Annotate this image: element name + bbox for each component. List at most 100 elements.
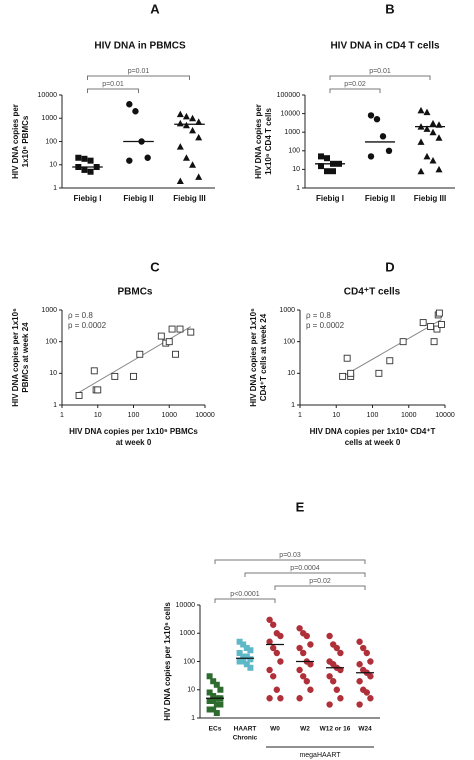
point [375, 369, 383, 377]
point [213, 701, 220, 708]
point [168, 325, 176, 333]
point [81, 155, 88, 162]
point [333, 644, 340, 652]
p-value: p=0.01 [102, 81, 124, 88]
x-tick-label: W24 [358, 726, 372, 733]
point [333, 686, 340, 693]
y-axis-label: HIV DNA copies per 1x10⁶ [249, 308, 258, 407]
point [75, 392, 83, 399]
point [339, 372, 347, 380]
point [187, 328, 195, 336]
x-tick-label: Fiebig I [74, 194, 102, 203]
point [270, 644, 277, 652]
point [87, 168, 94, 175]
y-tick-label: 10000 [281, 110, 301, 117]
point [236, 649, 243, 656]
panel-label: A [150, 1, 160, 16]
point [324, 168, 330, 175]
y-tick-label: 10 [49, 162, 57, 169]
x-tick-label: Fiebig III [414, 194, 446, 203]
annotation: p = 0.0002 [306, 321, 345, 330]
point [419, 319, 427, 327]
point [144, 154, 151, 161]
y-axis-label: HIV DNA copies per 1x10⁶ cells [163, 602, 172, 721]
point [429, 128, 437, 136]
y-tick-label: 100 [283, 339, 295, 346]
point [363, 689, 370, 696]
y-tick-label: 100 [45, 138, 57, 145]
point [367, 153, 375, 160]
point [243, 645, 250, 652]
bracket [244, 572, 366, 577]
point [176, 177, 184, 185]
y-tick-label: 10 [292, 166, 300, 173]
point [206, 697, 213, 704]
y-tick-label: 10 [49, 370, 57, 377]
point [75, 154, 82, 161]
point [360, 644, 367, 652]
p-value: p=0.02 [309, 578, 331, 585]
y-axis-label: PBMCs at week 24 [21, 322, 30, 393]
point [429, 119, 437, 127]
x-axis-label: HIV DNA copies per 1x10⁶ PBMCs [69, 427, 198, 436]
point [417, 167, 425, 175]
point [296, 695, 303, 702]
point [126, 101, 133, 108]
fit-line [78, 326, 192, 393]
point [296, 644, 303, 652]
x-axis-label: cells at week 0 [345, 438, 401, 447]
point [136, 350, 144, 358]
annotation: p = 0.0002 [68, 321, 107, 330]
point [213, 681, 220, 688]
point [182, 112, 190, 120]
point [236, 638, 243, 645]
point [240, 658, 247, 665]
point [379, 133, 387, 140]
bracket [214, 559, 366, 564]
point [347, 369, 355, 377]
point [273, 686, 280, 693]
y-tick-label: 1 [296, 185, 300, 192]
fit-line [342, 319, 442, 377]
point [210, 678, 217, 685]
point [157, 332, 165, 340]
y-tick-label: 10 [287, 370, 295, 377]
point [94, 386, 102, 394]
x-tick-label: W0 [270, 726, 280, 733]
point [206, 706, 213, 713]
chart-title: CD4⁺T cells [344, 287, 401, 298]
chart-title: HIV DNA in CD4 T cells [330, 41, 440, 52]
y-tick-label: 1000 [279, 307, 295, 314]
point [326, 701, 333, 708]
point [189, 161, 197, 168]
point [240, 653, 247, 660]
x-axis-label: HIV DNA copies per 1x10⁶ CD4⁺T [310, 427, 436, 436]
y-tick-label: 1 [191, 715, 195, 722]
x-tick-label: 10 [332, 412, 340, 419]
y-tick-label: 10 [187, 687, 195, 694]
point [111, 372, 119, 380]
annotation: ρ = 0.8 [306, 311, 331, 320]
x-tick-label: ECs [209, 726, 222, 733]
p-value: p=0.0004 [290, 565, 319, 572]
y-axis-label: HIV DNA copies per [254, 104, 263, 179]
y-tick-label: 1000 [41, 115, 57, 122]
x-tick-label: 10000 [195, 412, 215, 419]
point [243, 653, 250, 660]
point [296, 666, 303, 674]
point [266, 666, 273, 674]
point [303, 632, 310, 640]
bracket [274, 585, 366, 590]
point [435, 309, 443, 317]
point [326, 673, 333, 680]
bracket [87, 88, 139, 93]
x-tick-label: 1 [60, 412, 64, 419]
point [195, 118, 203, 125]
point [126, 157, 133, 164]
point [247, 647, 254, 654]
y-tick-label: 1000 [179, 630, 195, 637]
p-value: p<0.0001 [230, 591, 259, 598]
chart-title: PBMCs [117, 287, 152, 298]
point [356, 638, 363, 645]
